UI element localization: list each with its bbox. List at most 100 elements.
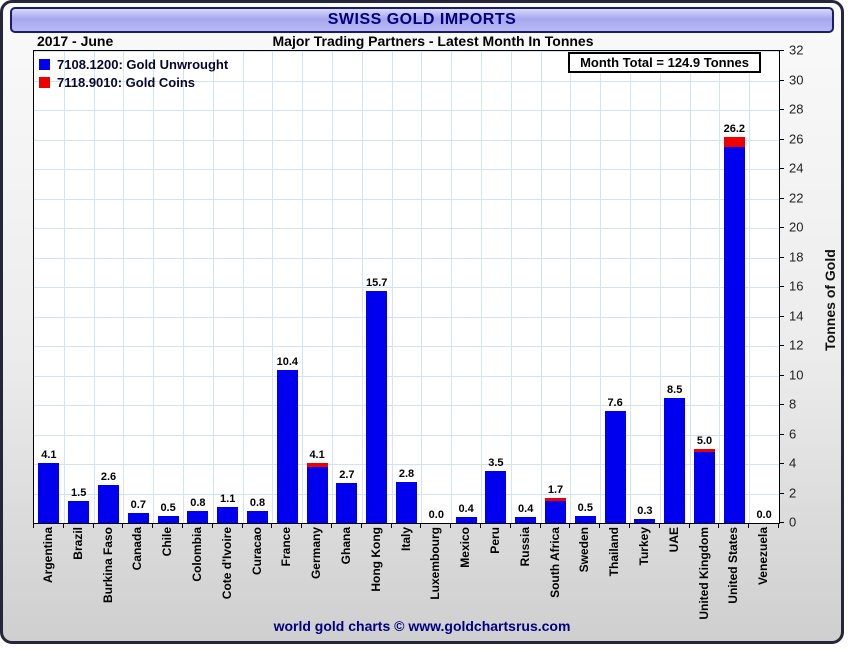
y-tick-label: 4 — [789, 455, 797, 471]
gridline-h — [34, 257, 779, 259]
x-tick — [152, 523, 153, 528]
x-label-mexico: Mexico — [458, 527, 473, 568]
bar-value-label: 2.6 — [100, 470, 117, 483]
x-tick — [420, 523, 421, 528]
bar-value-label: 4.1 — [309, 448, 325, 461]
x-tick — [122, 523, 123, 528]
x-tick — [480, 523, 481, 528]
y-tick — [779, 109, 784, 110]
bar-value-label: 0.0 — [756, 509, 772, 521]
bar-value-label: 0.3 — [637, 504, 653, 517]
y-tick — [779, 463, 784, 464]
bar-coins-germany — [306, 462, 328, 467]
x-label-united-kingdom: United Kingdom — [696, 527, 711, 620]
y-tick-label: 16 — [789, 278, 804, 294]
x-tick — [659, 523, 660, 528]
bar-value-label: 2.7 — [339, 469, 355, 482]
y-tick-label: 18 — [789, 249, 804, 264]
x-label-sweden: Sweden — [577, 527, 592, 573]
y-tick — [779, 79, 784, 81]
x-label-chile: Chile — [160, 527, 175, 557]
gridline-v — [391, 51, 393, 523]
bar-value-label: 0.8 — [190, 497, 206, 510]
x-label-south-africa: South Africa — [547, 527, 562, 598]
gridline-v — [719, 51, 721, 523]
gridline-h — [34, 346, 779, 347]
bar-unwrought-uae — [664, 397, 686, 523]
y-tick-label: 30 — [789, 72, 804, 87]
gridline-h — [34, 198, 779, 200]
gridline-v — [421, 51, 423, 523]
gridline-v — [272, 51, 274, 523]
bar-unwrought-sweden — [574, 515, 596, 523]
gridline-v — [659, 51, 661, 523]
y-tick-label: 24 — [789, 160, 804, 176]
gridline-v — [212, 51, 214, 523]
y-tick-label: 6 — [789, 426, 797, 441]
y-tick — [779, 492, 784, 494]
x-tick — [271, 523, 272, 528]
gridline-v — [183, 51, 184, 523]
x-label-uae: UAE — [666, 527, 681, 553]
x-tick — [391, 523, 392, 528]
bar-unwrought-russia — [515, 517, 537, 523]
bar-coins-united-states — [723, 136, 745, 147]
y-tick — [779, 404, 784, 405]
x-label-burkina-faso: Burkina Faso — [100, 527, 115, 604]
y-tick — [779, 138, 784, 140]
x-label-italy: Italy — [398, 527, 413, 552]
y-tick — [779, 227, 784, 228]
y-tick-label: 12 — [789, 337, 804, 353]
bar-value-label: 2.8 — [398, 467, 415, 480]
bar-unwrought-germany — [306, 466, 328, 523]
gridline-v — [749, 51, 751, 523]
gridline-v — [540, 51, 542, 523]
bar-value-label: 1.5 — [71, 486, 87, 499]
legend-label-unwrought: 7108.1200: Gold Unwrought — [57, 56, 229, 72]
x-tick — [599, 523, 600, 528]
bar-unwrought-canada — [127, 512, 149, 523]
bar-value-label: 0.5 — [160, 501, 176, 514]
x-axis-ticks — [33, 523, 779, 529]
x-tick — [331, 523, 332, 528]
gridline-v — [510, 51, 512, 523]
bar-unwrought-mexico — [455, 517, 477, 523]
x-label-venezuela: Venezuela — [756, 527, 771, 586]
title-bar: SWISS GOLD IMPORTS — [10, 7, 834, 33]
gridline-v — [481, 51, 482, 523]
bar-unwrought-france — [276, 369, 298, 523]
y-tick — [779, 345, 784, 346]
x-label-france: France — [279, 527, 294, 567]
plot-area: 4.1 1.5 2.6 0.7 0.5 0.8 1.1 0.8 10.4 4.1 2.7 15.7 2.… — [33, 50, 780, 524]
x-tick — [212, 523, 213, 528]
bar-unwrought-turkey — [634, 518, 656, 523]
bar-value-label: 10.4 — [276, 355, 298, 368]
gridline-h — [34, 228, 779, 229]
bar-value-label: 26.2 — [723, 122, 745, 135]
y-axis-title: Tonnes of Gold — [822, 249, 838, 351]
y-tick — [779, 315, 784, 317]
bar-value-label: 8.5 — [667, 383, 683, 396]
gridline-h — [34, 51, 779, 52]
x-label-cote-d-ivoire: Cote d'Ivoire — [219, 527, 234, 600]
y-tick — [779, 286, 784, 287]
y-tick — [779, 50, 784, 51]
y-tick-label: 28 — [789, 101, 804, 117]
gridline-v — [570, 51, 572, 523]
x-label-canada: Canada — [130, 527, 145, 571]
bar-value-label: 0.8 — [249, 497, 266, 510]
x-label-peru: Peru — [487, 527, 502, 554]
x-axis-labels: Argentina Brazil Burkina Faso Canada Chile Co… — [33, 527, 779, 632]
x-label-argentina: Argentina — [40, 527, 55, 584]
y-tick — [779, 433, 784, 435]
gridline-h — [34, 139, 779, 141]
x-tick — [93, 523, 94, 528]
y-tick-label: 8 — [789, 396, 797, 412]
gridline-v — [451, 51, 453, 523]
bar-unwrought-peru — [485, 471, 507, 523]
bar-coins-united-kingdom — [694, 449, 715, 453]
month-total-box: Month Total = 124.9 Tonnes — [568, 52, 761, 73]
legend-label-coins: 7118.9010: Gold Coins — [57, 74, 196, 90]
bar-value-label: 1.1 — [220, 492, 236, 505]
legend-swatch-unwrought-icon — [39, 58, 50, 70]
